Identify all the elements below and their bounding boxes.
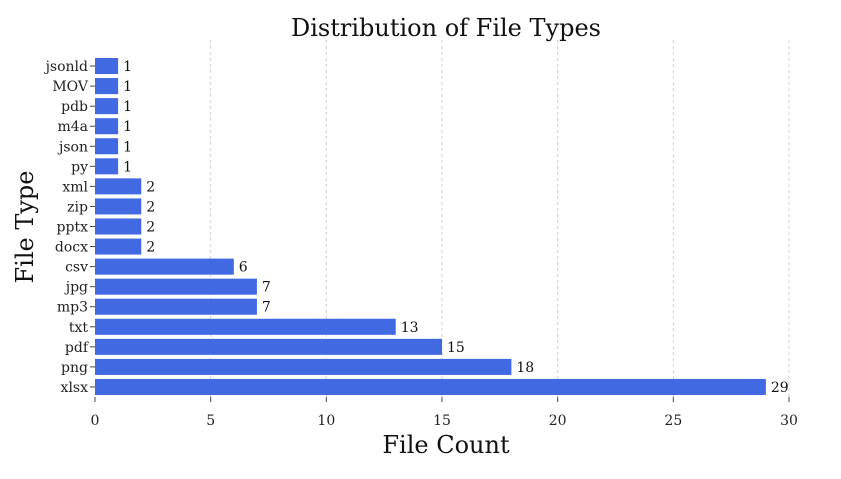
y-tick-label-py: py	[71, 159, 88, 175]
value-label-json: 1	[123, 139, 132, 155]
bar-m4a[interactable]	[95, 118, 119, 135]
value-label-docx: 2	[146, 240, 155, 256]
x-tick-label: 25	[664, 413, 682, 429]
value-label-png: 18	[516, 360, 534, 376]
y-tick-label-pptx: pptx	[57, 220, 89, 236]
value-label-jsonld: 1	[123, 59, 132, 75]
bar-pdb[interactable]	[95, 98, 119, 115]
y-axis-label: File Type	[11, 171, 39, 284]
x-tick-label: 30	[780, 413, 798, 429]
bar-xml[interactable]	[95, 178, 142, 195]
bar-zip[interactable]	[95, 198, 142, 215]
x-tick-label: 20	[549, 413, 567, 429]
y-tick-label-csv: csv	[65, 260, 88, 276]
value-label-pdb: 1	[123, 99, 132, 115]
y-tick-label-xlsx: xlsx	[61, 380, 89, 396]
bar-png[interactable]	[95, 358, 512, 375]
bars	[95, 58, 766, 395]
value-label-jpg: 7	[262, 280, 271, 296]
bar-docx[interactable]	[95, 238, 142, 255]
y-tick-label-txt: txt	[69, 320, 89, 336]
value-label-mp3: 7	[262, 300, 271, 316]
bar-mp3[interactable]	[95, 298, 257, 315]
y-tick-label-xml: xml	[62, 179, 88, 195]
bar-mov[interactable]	[95, 78, 119, 95]
value-label-xml: 2	[146, 179, 155, 195]
x-tick-label: 10	[317, 413, 335, 429]
chart-title: Distribution of File Types	[291, 14, 601, 42]
y-tick-label-pdf: pdf	[65, 340, 90, 356]
bar-py[interactable]	[95, 158, 119, 175]
bar-pdf[interactable]	[95, 338, 442, 355]
value-label-py: 1	[123, 159, 132, 175]
x-tick-label: 0	[91, 413, 100, 429]
value-label-zip: 2	[146, 199, 155, 215]
bar-csv[interactable]	[95, 258, 234, 275]
y-tick-label-zip: zip	[67, 199, 88, 215]
x-tick-labels: 0 5 10 15 20 25 30	[91, 397, 798, 429]
bar-jsonld[interactable]	[95, 58, 119, 75]
y-tick-label-m4a: m4a	[57, 119, 88, 135]
bar-pptx[interactable]	[95, 218, 142, 235]
y-tick-label-png: png	[61, 360, 88, 376]
y-tick-label-mp3: mp3	[57, 300, 88, 316]
value-label-m4a: 1	[123, 119, 132, 135]
x-tick-label: 5	[206, 413, 215, 429]
value-label-xlsx: 29	[771, 380, 789, 396]
bar-txt[interactable]	[95, 318, 396, 335]
y-tick-label-mov: MOV	[52, 79, 89, 95]
bar-jpg[interactable]	[95, 278, 257, 295]
y-tick-label-jsonld: jsonld	[44, 59, 88, 75]
x-tick-label: 15	[433, 413, 451, 429]
value-label-mov: 1	[123, 79, 132, 95]
bar-json[interactable]	[95, 138, 119, 155]
y-tick-label-jpg: jpg	[64, 280, 88, 296]
value-label-pdf: 15	[447, 340, 465, 356]
y-tick-label-docx: docx	[55, 240, 88, 256]
y-tick-labels: jsonld MOV pdb m4a json py xml zip pptx docx csv jp…	[44, 59, 95, 396]
value-label-csv: 6	[239, 260, 248, 276]
bar-xlsx[interactable]	[95, 378, 766, 395]
y-tick-label-pdb: pdb	[61, 99, 88, 115]
value-label-txt: 13	[401, 320, 419, 336]
y-tick-label-json: json	[57, 139, 88, 155]
x-axis-label: File Count	[382, 431, 510, 459]
value-label-pptx: 2	[146, 220, 155, 236]
